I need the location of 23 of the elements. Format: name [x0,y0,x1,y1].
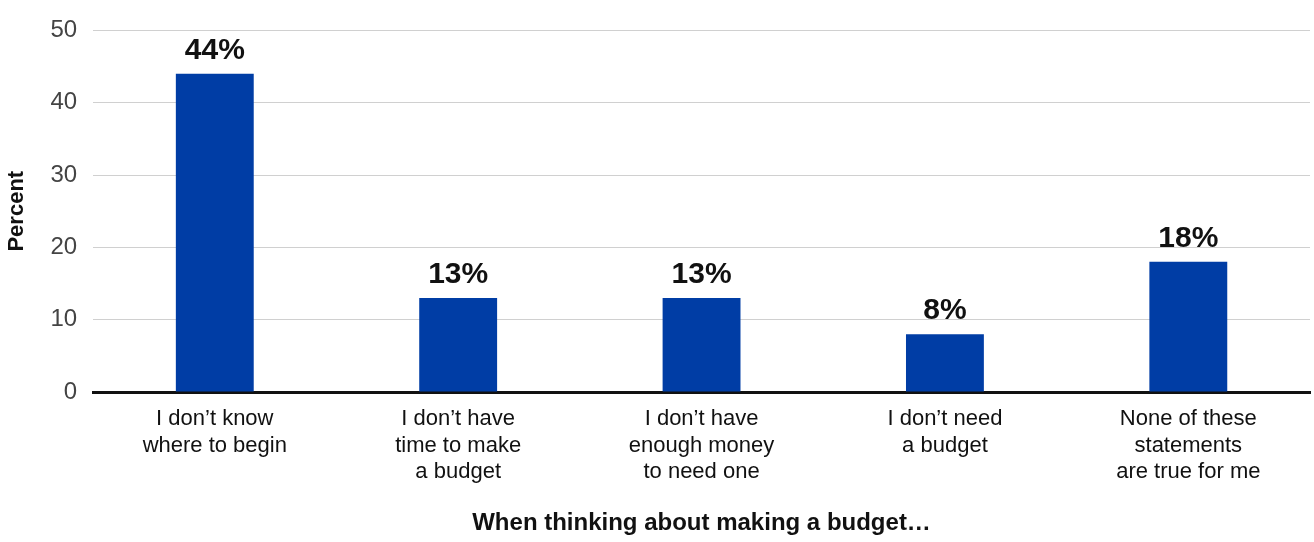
bar [419,297,498,392]
bar [662,297,741,392]
y-tick-label: 20 [50,231,78,259]
x-tick-label: I don’t have time to make a budget [395,405,522,484]
data-label: 18% [1158,220,1219,254]
x-axis-title: When thinking about making a budget… [472,508,931,536]
data-label: 13% [671,256,732,290]
data-label: 44% [184,32,245,66]
y-tick-label: 10 [50,304,78,332]
x-tick-label: None of these statements are true for me [1116,405,1261,484]
y-tick-label: 50 [50,15,78,43]
x-tick-label: I don’t know where to begin [141,405,287,457]
bar [175,73,254,392]
y-tick-label: 40 [50,87,78,115]
bar [905,334,984,392]
x-tick-label: I don’t have enough money to need one [628,405,775,484]
bar [1149,261,1228,392]
y-axis-title: Percent [3,170,29,252]
x-tick-label: I don’t need a budget [887,405,1003,457]
data-label: 8% [923,292,967,326]
y-tick-label: 0 [63,376,78,404]
data-label: 13% [428,256,489,290]
y-tick-label: 30 [50,159,78,187]
